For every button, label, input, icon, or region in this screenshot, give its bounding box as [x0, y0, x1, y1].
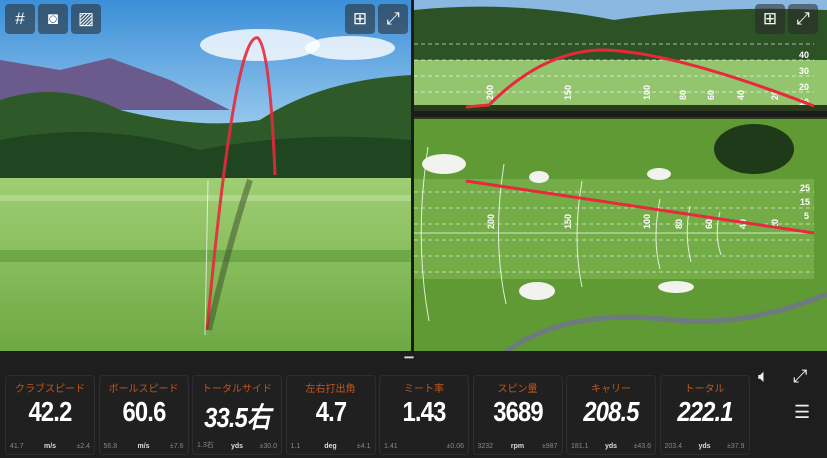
- top-distance-label: 200: [486, 214, 496, 229]
- stat-label: クラブスピード: [15, 384, 85, 395]
- stat-deviation: ±987: [541, 443, 558, 450]
- stat-card: ボールスピード 60.6 56.8 m/s ±7.6: [98, 375, 189, 455]
- stat-value: 1.43: [402, 396, 447, 427]
- height-label: 20: [799, 82, 809, 92]
- side-distance-label: 100: [642, 85, 652, 100]
- stat-unit: m/s: [137, 443, 150, 450]
- stat-average: 1.1: [290, 443, 301, 450]
- stat-card: トータル 222.1 203.4 yds ±37.9: [659, 375, 750, 455]
- height-label: 40: [799, 50, 809, 60]
- stat-label: 左右打出角: [305, 384, 356, 395]
- stat-label: ミート率: [404, 384, 444, 395]
- lateral-label: 15: [800, 197, 810, 207]
- top-distance-label: 20: [770, 219, 780, 229]
- stat-average: 203.4: [664, 443, 683, 450]
- stat-value: 3689: [492, 396, 543, 427]
- stat-deviation: ±37.9: [727, 443, 745, 450]
- stat-card: ミート率 1.43 1.41 ±0.06: [379, 375, 469, 455]
- stat-value: 42.2: [28, 396, 73, 427]
- top-trajectory-line: [465, 179, 815, 235]
- stat-value: 208.5: [583, 396, 639, 427]
- stat-value: 33.5右: [204, 402, 271, 433]
- stat-deviation: ±4.1: [356, 443, 371, 450]
- camera-icon[interactable]: ◙: [38, 4, 68, 34]
- stat-label: トータルサイド: [202, 384, 272, 395]
- stat-label: ボールスピード: [108, 384, 179, 395]
- image-icon[interactable]: ▨: [71, 4, 101, 34]
- resize-handle[interactable]: •••••: [404, 353, 414, 362]
- side-distance-label: 60: [706, 90, 716, 100]
- stat-average: 1.3右: [197, 442, 214, 449]
- stat-value: 222.1: [676, 396, 733, 427]
- side-trajectory-line: [465, 48, 815, 109]
- lateral-label: 5: [804, 211, 809, 221]
- stat-label: スピン量: [497, 384, 538, 395]
- height-label: 30: [799, 66, 809, 76]
- stat-unit: yds: [698, 443, 711, 450]
- stat-unit: m/s: [43, 443, 57, 450]
- top-distance-label: 100: [642, 214, 652, 229]
- stat-average: 181.1: [571, 443, 589, 450]
- stat-average: 41.7: [10, 443, 24, 450]
- fullscreen-icon[interactable]: ⤢: [788, 4, 818, 34]
- stat-card: トータルサイド 33.5右 1.3右 yds ±30.0: [192, 375, 282, 455]
- stat-unit: yds: [230, 443, 244, 450]
- side-distance-label: 40: [736, 90, 746, 100]
- side-distance-label: 20: [770, 90, 780, 100]
- stat-average: 3232: [477, 443, 494, 450]
- fullscreen-icon[interactable]: ⤢: [378, 4, 408, 34]
- driving-range-scene: [0, 0, 411, 351]
- side-distance-label: 200: [485, 85, 495, 100]
- layout-grid-icon[interactable]: ⊞: [345, 4, 375, 34]
- stat-card: キャリー 208.5 181.1 yds ±43.6: [566, 375, 656, 455]
- stat-deviation: ±7.6: [169, 443, 184, 450]
- stat-card: クラブスピード 42.2 41.7 m/s ±2.4: [5, 375, 95, 455]
- top-distance-label: 150: [563, 214, 573, 229]
- stat-unit: rpm: [510, 443, 525, 450]
- top-down-view: 200 150 100 80 60 40 20 25 15 5: [414, 117, 827, 351]
- stat-deviation: ±2.4: [76, 443, 90, 450]
- volume-icon[interactable]: 🔈︎: [758, 366, 769, 386]
- side-trajectory-view: 200 150 100 80 60 40 20 40 30 20 10 ⊞ ⤢: [414, 0, 827, 111]
- stat-card: スピン量 3689 3232 rpm ±987: [472, 375, 563, 455]
- main-3d-view: # ◙ ▨ ⊞ ⤢: [0, 0, 411, 351]
- top-distance-label: 40: [738, 219, 748, 229]
- stat-label: トータル: [684, 384, 725, 395]
- lateral-label: 25: [800, 183, 810, 193]
- top-distance-label: 60: [704, 219, 714, 229]
- stat-deviation: ±0.06: [446, 443, 464, 450]
- settings-sliders-icon[interactable]: ☰: [794, 402, 811, 422]
- stat-card: 左右打出角 4.7 1.1 deg ±4.1: [285, 375, 376, 455]
- grid-icon[interactable]: #: [5, 4, 35, 34]
- stat-average: 1.41: [384, 443, 398, 450]
- stat-average: 56.8: [103, 443, 118, 450]
- fullscreen-icon[interactable]: ⤢: [793, 366, 808, 386]
- stat-unit: yds: [604, 443, 618, 450]
- stat-value: 60.6: [122, 396, 166, 427]
- stat-value: 4.7: [315, 396, 346, 427]
- stat-deviation: ±43.6: [633, 443, 651, 450]
- side-distance-label: 150: [563, 85, 573, 100]
- stat-unit: deg: [324, 443, 337, 450]
- stat-deviation: ±30.0: [259, 443, 277, 450]
- stat-label: キャリー: [591, 384, 631, 395]
- side-distance-label: 80: [678, 90, 688, 100]
- top-distance-label: 80: [674, 219, 684, 229]
- layout-grid-icon[interactable]: ⊞: [755, 4, 785, 34]
